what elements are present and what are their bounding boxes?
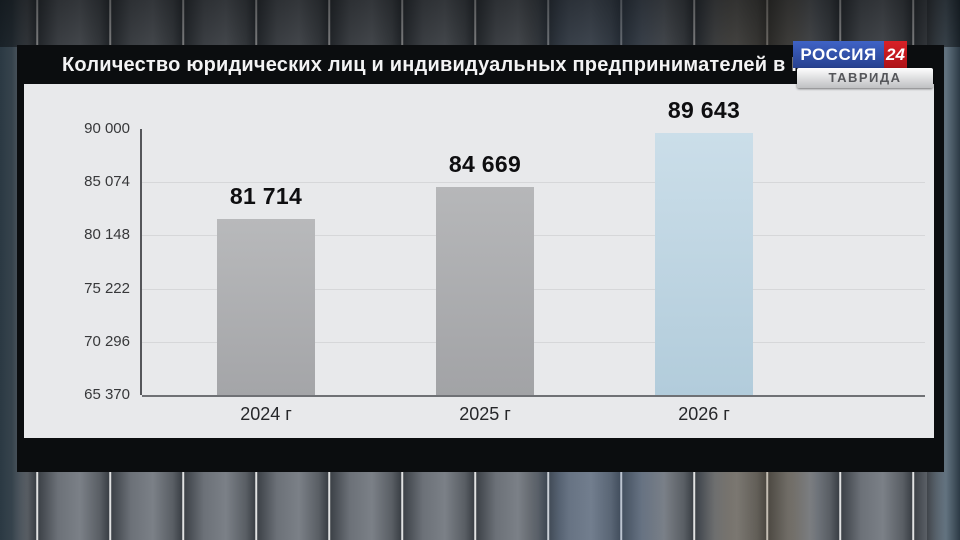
bar-value-label: 89 643: [667, 96, 741, 123]
bar-value-label: 84 669: [448, 150, 522, 177]
chart-card: Количество юридических лиц и индивидуаль…: [17, 45, 944, 472]
logo-region-label: ТАВРИДА: [797, 68, 933, 88]
y-axis-tick-label: 75 222: [84, 279, 130, 297]
x-axis-category-label: 2026 г: [678, 404, 730, 424]
y-axis-tick-label: 85 074: [84, 173, 130, 191]
rossiya-logo-wordmark: РОССИЯ: [793, 41, 884, 68]
studio-background-top-band: [0, 0, 960, 47]
channel-logo: РОССИЯ 24 ТАВРИДА: [793, 41, 943, 88]
chart-bar-2024: [217, 218, 315, 395]
x-axis-line: [142, 395, 925, 397]
bar-value-label: 81 714: [229, 182, 303, 209]
chart-bar-2025: [436, 186, 534, 395]
chart-title: Количество юридических лиц и индивидуаль…: [62, 54, 818, 76]
channel-logo-row: РОССИЯ 24: [793, 41, 943, 68]
gridline: [142, 182, 925, 184]
y-axis-tick-label: 65 370: [84, 386, 130, 403]
logo-24-badge: 24: [884, 41, 907, 68]
y-axis-tick-label: 70 296: [84, 332, 130, 350]
y-axis-tick-label: 90 000: [84, 120, 130, 137]
x-axis-category-label: 2024 г: [240, 404, 292, 424]
chart-bar-2026: [655, 132, 753, 395]
plot-area: 90 000 85 074 80 148 75 222 70 296 65 370 81 7…: [84, 97, 925, 424]
x-axis-category-label: 2025 г: [459, 404, 511, 424]
chart-panel: 90 000 85 074 80 148 75 222 70 296 65 370 81 7…: [24, 84, 934, 438]
y-axis-tick-label: 80 148: [84, 226, 130, 244]
